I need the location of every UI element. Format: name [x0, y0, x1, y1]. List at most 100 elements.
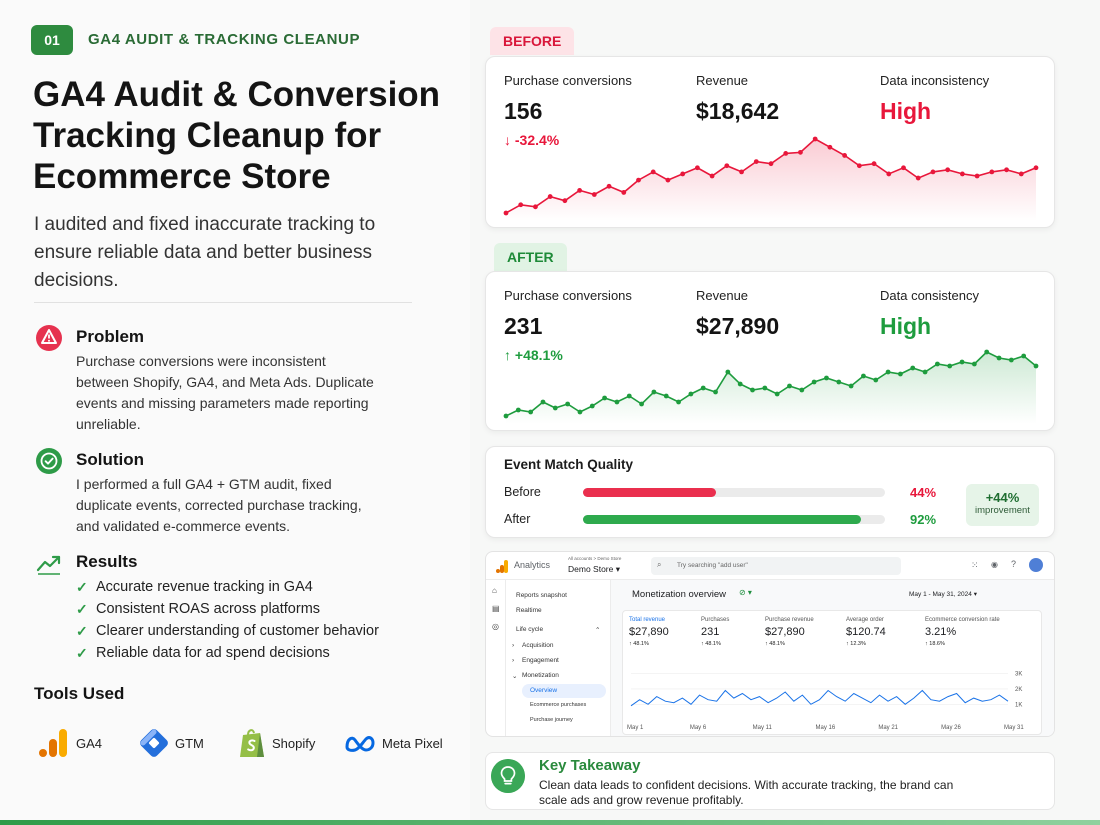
- after-trend-point: [996, 355, 1002, 361]
- result-text: Accurate revenue tracking in GA4: [96, 579, 313, 595]
- tool-label: Shopify: [272, 735, 316, 751]
- emq-after-bar: [583, 515, 861, 524]
- ga-property-selector[interactable]: Demo Store ▾: [568, 564, 620, 575]
- ga-kpi[interactable]: Purchases 231 ↑ 48.1%: [701, 617, 779, 647]
- tool-gtm: GTM: [139, 726, 204, 760]
- ga-x-tick-label: May 26: [941, 725, 961, 731]
- ga-nav-item[interactable]: Reports snapshot: [516, 592, 567, 599]
- ga-kpi-delta: ↑ 48.1%: [629, 641, 649, 647]
- check-icon: ✓: [76, 578, 88, 595]
- page-title: GA4 Audit & Conversion Tracking Cleanup …: [33, 75, 441, 196]
- after-trend-point: [688, 391, 694, 397]
- ga-kpi[interactable]: Average order $120.74 ↑ 12.3%: [846, 617, 924, 647]
- tool-label: GA4: [76, 735, 103, 751]
- before-trend-point: [798, 149, 803, 155]
- ga-nav: Reports snapshot Realtime Life cycle ⌃ ›…: [506, 580, 611, 736]
- arrow-up-icon: ↑: [504, 347, 511, 363]
- after-conversions-label: Purchase conversions: [504, 288, 632, 303]
- tool-label: Meta Pixel: [382, 735, 443, 751]
- before-conversions-value: 156: [504, 98, 543, 124]
- check-icon: ✓: [76, 644, 88, 661]
- ga-topbar: Analytics All accounts > Demo Store Demo…: [486, 552, 1054, 580]
- after-delta-value: +48.1%: [514, 347, 563, 363]
- ga-kpi-label: Ecommerce conversion rate: [925, 617, 1000, 623]
- avatar[interactable]: [1029, 558, 1043, 572]
- ga-kpi-delta: ↑ 12.3%: [846, 641, 866, 647]
- ga-nav-item[interactable]: Realtime: [516, 607, 542, 614]
- ga-date-range[interactable]: May 1 - May 31, 2024 ▾: [909, 590, 977, 598]
- before-revenue-value: $18,642: [696, 98, 780, 124]
- ga-nav-item[interactable]: Monetization: [522, 672, 559, 679]
- ga-search-input[interactable]: ⌕ Try searching "add user": [651, 557, 901, 575]
- before-trend-point: [886, 171, 892, 177]
- after-trend-point: [737, 381, 743, 387]
- before-card: Purchase conversions 156 Revenue $18,642…: [485, 56, 1055, 228]
- ga-app-name: Analytics: [514, 560, 551, 570]
- after-delta: ↑ +48.1%: [504, 347, 563, 363]
- ga-icon-rail: ⌂ ▤ ◎: [486, 580, 506, 736]
- ga-kpi-delta-text: 18.6%: [929, 641, 945, 647]
- ga-kpi-delta: ↑ 48.1%: [701, 641, 721, 647]
- ga-kpi-value: 3.21%: [925, 626, 957, 638]
- before-trend-point: [783, 150, 789, 156]
- after-card: Purchase conversions 231 Revenue $27,890…: [485, 271, 1055, 431]
- after-trend-area: [506, 352, 1036, 424]
- ga-main: Monetization overview ⊘ ▾ May 1 - May 31…: [611, 580, 1054, 736]
- ga-search-placeholder: Try searching "add user": [677, 562, 748, 569]
- ga-kpi-value: $27,890: [629, 626, 669, 638]
- ga-nav-item[interactable]: Engagement: [522, 657, 559, 664]
- before-trend-area: [506, 139, 1036, 221]
- meta-logo-icon: [345, 736, 375, 752]
- before-trend-point: [724, 163, 730, 169]
- after-trend-point: [663, 393, 669, 399]
- before-trend-point: [694, 165, 700, 171]
- apps-grid-icon[interactable]: ⁙: [971, 560, 979, 570]
- after-data-value: High: [880, 313, 932, 339]
- result-text: Clearer understanding of customer behavi…: [96, 623, 379, 639]
- ga-kpi[interactable]: Total revenue $27,890 ↑ 48.1%: [629, 617, 707, 647]
- chevron-up-icon: ⌃: [595, 627, 601, 634]
- ga-nav-item[interactable]: Acquisition: [522, 642, 554, 649]
- after-trend-point: [750, 387, 755, 393]
- before-tag: BEFORE: [490, 27, 575, 55]
- before-trend-point: [577, 187, 583, 193]
- emq-card: Event Match Quality Before 44% After 92%…: [485, 446, 1055, 538]
- ga-nav-item[interactable]: Life cycle: [516, 626, 544, 633]
- ga4-screenshot: Analytics All accounts > Demo Store Demo…: [485, 551, 1055, 737]
- ga-kpi-label: Purchases: [701, 617, 730, 623]
- before-revenue-label: Revenue: [696, 73, 749, 88]
- ga-revenue-line: [630, 689, 1009, 707]
- emq-title: Event Match Quality: [504, 457, 634, 472]
- home-icon[interactable]: ⌂: [492, 586, 497, 595]
- before-trend-point: [562, 198, 568, 204]
- improvement-label: improvement: [975, 505, 1030, 516]
- solution-title: Solution: [76, 450, 144, 469]
- ga-kpi-value: $120.74: [846, 626, 886, 638]
- after-trend-point: [552, 405, 558, 411]
- question-icon[interactable]: ?: [1011, 559, 1017, 569]
- after-trend-point: [651, 389, 657, 395]
- after-trend-point: [1033, 363, 1039, 369]
- key-takeaway-title: Key Takeaway: [539, 757, 641, 774]
- explore-icon[interactable]: ◎: [492, 622, 499, 631]
- after-trend-chart: [503, 349, 1039, 424]
- gtm-logo-icon: [140, 729, 168, 757]
- chevron-right-icon: ›: [512, 642, 515, 649]
- reports-icon[interactable]: ▤: [492, 604, 500, 613]
- ga-kpi[interactable]: Ecommerce conversion rate 3.21% ↑ 18.6%: [925, 617, 1035, 647]
- before-trend-point: [945, 167, 951, 173]
- ga-chart-panel: Total revenue $27,890 ↑ 48.1% Purchases 231…: [622, 610, 1042, 735]
- ga-property-name: Demo Store: [568, 564, 614, 574]
- help-icon[interactable]: ◉: [991, 560, 998, 569]
- emq-before-bar: [583, 488, 716, 497]
- ga4-logo-icon: [39, 729, 67, 757]
- ga-y-tick-label: 3K: [1015, 672, 1022, 678]
- ga-nav-item[interactable]: Purchase journey: [530, 717, 573, 723]
- ga-x-tick-label: May 31: [1004, 725, 1024, 731]
- ga-nav-item[interactable]: Ecommerce purchases: [530, 702, 587, 708]
- before-delta: ↓ -32.4%: [504, 132, 559, 148]
- ga-kpi[interactable]: Purchase revenue $27,890 ↑ 48.1%: [765, 617, 843, 647]
- ga-nav-item-active[interactable]: Overview: [530, 687, 558, 694]
- ga-kpi-delta-text: 48.1%: [633, 641, 649, 647]
- before-trend-point: [901, 165, 906, 171]
